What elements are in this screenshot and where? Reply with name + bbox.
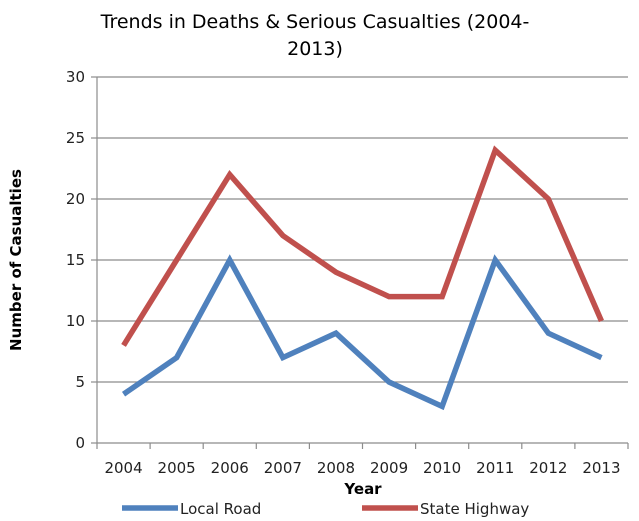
x-tick-labels: 2004 2005 2006 2007 2008 2009 2010 2011 2012 2013 (104, 459, 620, 477)
x-tick-label-2008: 2008 (317, 459, 355, 477)
legend-label-state-highway: State Highway (420, 500, 529, 518)
chart-title-line-2: 2013) (287, 38, 343, 60)
x-tick-label-2011: 2011 (476, 459, 514, 477)
x-tick-label-2007: 2007 (264, 459, 302, 477)
x-tick-label-2010: 2010 (423, 459, 461, 477)
x-tick-label-2006: 2006 (211, 459, 249, 477)
y-tick-label-0: 0 (75, 434, 85, 452)
x-tick-label-2012: 2012 (529, 459, 567, 477)
y-tick-labels: 0 5 10 15 20 25 30 (66, 68, 85, 452)
legend-item-local-road: Local Road (122, 500, 261, 518)
x-tick-label-2005: 2005 (158, 459, 196, 477)
series-lines (121, 145, 604, 411)
y-tick-label-15: 15 (66, 251, 85, 269)
x-tick-label-2004: 2004 (104, 459, 142, 477)
y-tick-label-10: 10 (66, 312, 85, 330)
y-tick-label-20: 20 (66, 190, 85, 208)
y-tick-label-30: 30 (66, 68, 85, 86)
series-line-state-highway (121, 145, 604, 347)
chart-title-line-1: Trends in Deaths & Serious Casualties (2… (100, 11, 530, 33)
y-tick-label-5: 5 (75, 373, 85, 391)
y-tick-label-25: 25 (66, 129, 85, 147)
y-axis-title: Number of Casualties (7, 169, 25, 351)
gridlines (97, 76, 628, 383)
legend-label-local-road: Local Road (180, 500, 261, 518)
x-tick-label-2009: 2009 (370, 459, 408, 477)
x-tick-label-2013: 2013 (582, 459, 620, 477)
series-line-local-road (121, 254, 603, 411)
legend-item-state-highway: State Highway (362, 500, 529, 518)
x-axis-title: Year (343, 480, 382, 498)
axes (91, 76, 629, 449)
legend: Local Road State Highway (122, 500, 529, 518)
